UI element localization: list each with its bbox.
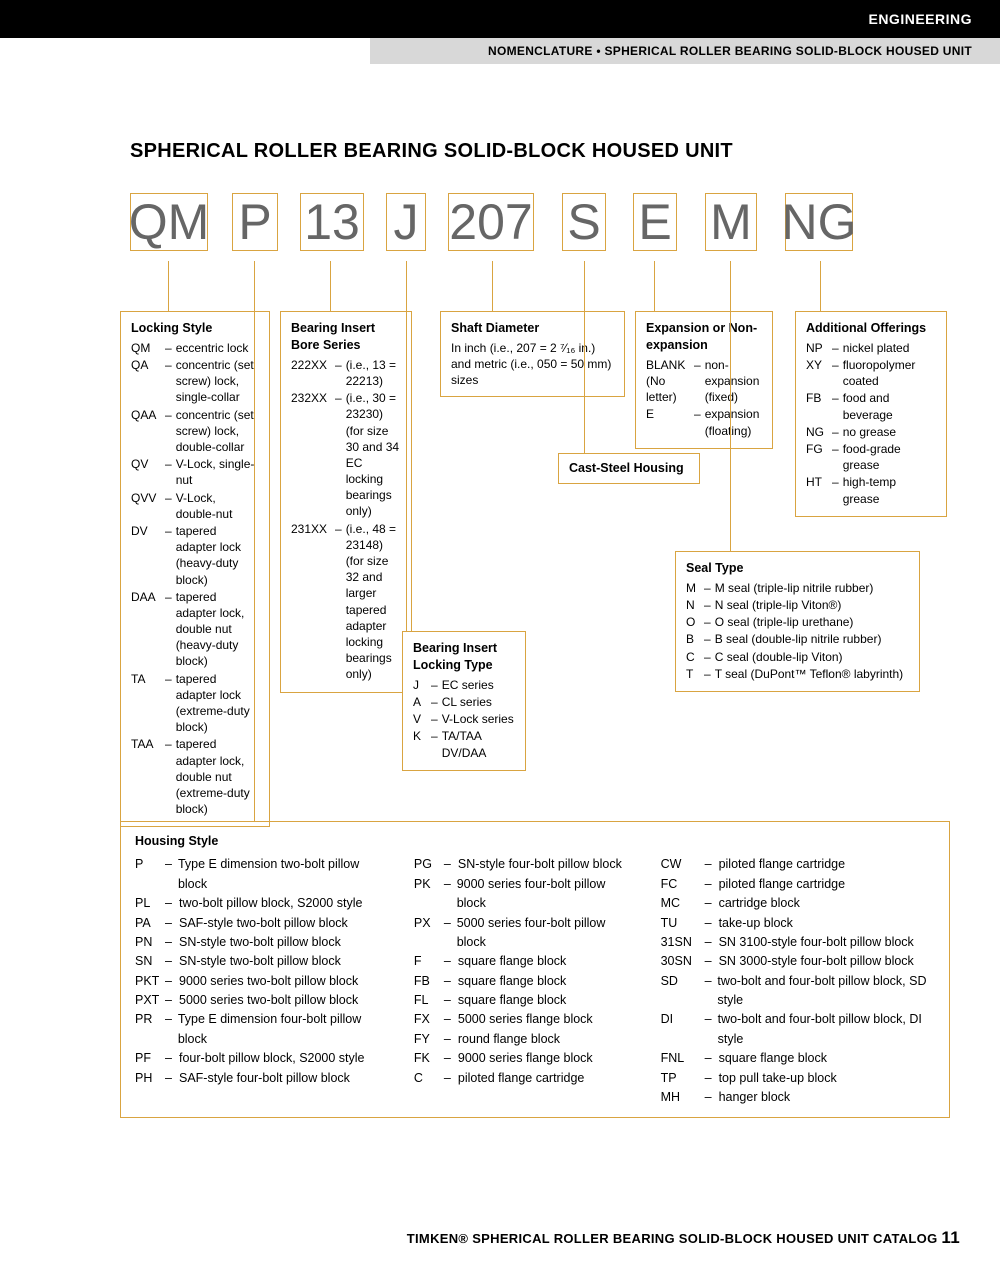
code-box-7: M <box>705 193 757 251</box>
header-engineering: ENGINEERING <box>868 11 972 27</box>
code-row: QM P 13 J 207 SEM NG <box>130 193 960 261</box>
code-box-4: 207 <box>448 193 534 251</box>
code-box-6: E <box>633 193 677 251</box>
bearing-insert-bore-box: Bearing Insert Bore Series222XX–(i.e., 1… <box>280 311 412 693</box>
cast-steel-box: Cast-Steel Housing <box>558 453 700 484</box>
page-title: SPHERICAL ROLLER BEARING SOLID-BLOCK HOU… <box>130 140 960 163</box>
footer-page: 11 <box>941 1228 960 1247</box>
code-box-8: NG <box>785 193 853 251</box>
seal-type-box: Seal TypeM–M seal (triple-lip nitrile ru… <box>675 551 920 692</box>
code-box-2: 13 <box>300 193 364 251</box>
header-subtitle: NOMENCLATURE • SPHERICAL ROLLER BEARING … <box>488 44 972 58</box>
code-box-0: QM <box>130 193 208 251</box>
code-box-5: S <box>562 193 606 251</box>
code-box-3: J <box>386 193 426 251</box>
shaft-diameter-box: Shaft DiameterIn inch (i.e., 207 = 2 ⁷⁄₁… <box>440 311 625 397</box>
footer-text: TIMKEN® SPHERICAL ROLLER BEARING SOLID-B… <box>407 1231 938 1246</box>
additional-offerings-box: Additional OfferingsNP–nickel platedXY–f… <box>795 311 947 517</box>
locking-style-box: Locking StyleQM–eccentric lockQA–concent… <box>120 311 270 827</box>
expansion-box: Expansion or Non-expansionBLANK (No lett… <box>635 311 773 449</box>
content: SPHERICAL ROLLER BEARING SOLID-BLOCK HOU… <box>130 140 960 261</box>
header-grey-bar: NOMENCLATURE • SPHERICAL ROLLER BEARING … <box>370 38 1000 64</box>
footer: TIMKEN® SPHERICAL ROLLER BEARING SOLID-B… <box>407 1228 960 1248</box>
code-box-1: P <box>232 193 278 251</box>
bearing-locking-type-box: Bearing Insert Locking TypeJ–EC seriesA–… <box>402 631 526 771</box>
header-black-bar: ENGINEERING <box>0 0 1000 38</box>
housing-style-box: Housing StyleP–Type E dimension two-bolt… <box>120 821 950 1118</box>
